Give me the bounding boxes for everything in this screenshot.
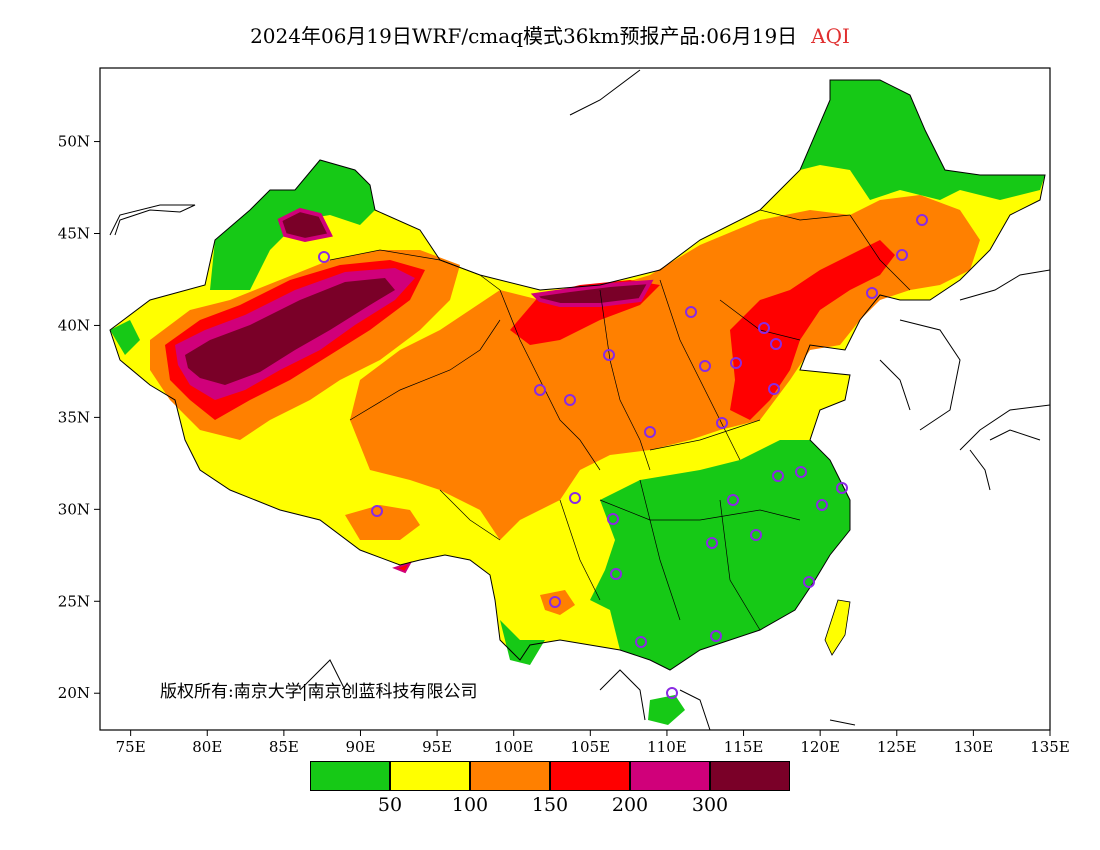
station-marker bbox=[803, 576, 815, 588]
station-marker bbox=[610, 568, 622, 580]
station-marker bbox=[549, 596, 561, 608]
region-orange-tibet-south bbox=[345, 505, 420, 540]
x-tick-label: 75E bbox=[116, 738, 146, 756]
y-tick-label: 35N bbox=[58, 408, 90, 426]
country-outline bbox=[109, 79, 1046, 671]
x-tick-label: 125E bbox=[877, 738, 917, 756]
station-marker bbox=[635, 636, 647, 648]
x-tick-label: 120E bbox=[800, 738, 840, 756]
copyright-text: 版权所有:南京大学|南京创蓝科技有限公司 bbox=[160, 682, 477, 702]
region-green-westtip bbox=[110, 320, 140, 355]
station-marker bbox=[816, 499, 828, 511]
y-tick-label: 30N bbox=[58, 500, 90, 518]
station-marker bbox=[534, 384, 546, 396]
y-tick-label: 45N bbox=[58, 225, 90, 243]
station-marker bbox=[770, 338, 782, 350]
x-tick-label: 90E bbox=[345, 738, 375, 756]
station-marker bbox=[896, 249, 908, 261]
station-markers bbox=[318, 214, 928, 699]
station-marker bbox=[318, 251, 330, 263]
legend-swatch bbox=[630, 761, 710, 791]
map-frame bbox=[99, 67, 1051, 731]
legend-swatch bbox=[710, 761, 790, 791]
province-borders bbox=[329, 209, 911, 631]
title-main: 2024年06月19日WRF/cmaq模式36km预报产品:06月19日 bbox=[250, 24, 798, 48]
station-marker bbox=[758, 322, 770, 334]
station-marker bbox=[607, 513, 619, 525]
station-marker bbox=[772, 470, 784, 482]
station-marker bbox=[706, 537, 718, 549]
legend-swatch bbox=[310, 761, 390, 791]
station-marker bbox=[795, 466, 807, 478]
station-marker bbox=[716, 417, 728, 429]
x-tick-label: 135E bbox=[1030, 738, 1070, 756]
y-tick-label: 50N bbox=[58, 133, 90, 151]
coastlines bbox=[109, 69, 1050, 730]
station-marker bbox=[727, 494, 739, 506]
station-marker bbox=[916, 214, 928, 226]
region-maroon-xinjiang bbox=[185, 278, 395, 385]
x-tick-label: 100E bbox=[494, 738, 534, 756]
region-green-south bbox=[590, 440, 850, 670]
region-red-northchina bbox=[730, 240, 895, 420]
legend-swatch bbox=[470, 761, 550, 791]
station-marker bbox=[866, 287, 878, 299]
legend-label: 100 bbox=[451, 794, 489, 816]
station-marker bbox=[768, 383, 780, 395]
legend-label: 50 bbox=[377, 794, 403, 816]
x-tick-label: 85E bbox=[269, 738, 299, 756]
station-marker bbox=[666, 687, 678, 699]
title-variable: AQI bbox=[811, 24, 850, 48]
legend-swatch bbox=[550, 761, 630, 791]
x-tick-label: 80E bbox=[192, 738, 222, 756]
map-title: 2024年06月19日WRF/cmaq模式36km预报产品:06月19日 AQI bbox=[0, 20, 1100, 49]
station-marker bbox=[564, 394, 576, 406]
station-marker bbox=[371, 505, 383, 517]
station-marker bbox=[603, 349, 615, 361]
y-tick-label: 25N bbox=[58, 592, 90, 610]
station-marker bbox=[699, 360, 711, 372]
station-marker bbox=[710, 630, 722, 642]
island-taiwan bbox=[824, 599, 851, 656]
region-green-northeast bbox=[800, 80, 1045, 200]
station-marker bbox=[750, 529, 762, 541]
legend-swatch bbox=[390, 761, 470, 791]
x-axis: 75E 80E 85E 90E 95E 100E 105E 110E 115E 120E 125E 1… bbox=[116, 730, 1070, 756]
station-marker bbox=[730, 357, 742, 369]
station-marker bbox=[685, 306, 697, 318]
station-marker bbox=[569, 492, 581, 504]
y-tick-label: 20N bbox=[58, 684, 90, 702]
legend-label: 200 bbox=[611, 794, 649, 816]
x-tick-label: 110E bbox=[647, 738, 687, 756]
region-orange-yunnan bbox=[540, 590, 575, 615]
region-red-tibet-small bbox=[392, 561, 413, 574]
y-axis: 20N 25N 30N 35N 40N 45N 50N bbox=[58, 133, 100, 702]
legend-label: 300 bbox=[691, 794, 729, 816]
region-maroon-innermongolia bbox=[530, 279, 654, 307]
x-tick-label: 105E bbox=[571, 738, 611, 756]
x-tick-label: 130E bbox=[954, 738, 994, 756]
station-marker bbox=[836, 482, 848, 494]
region-green-southwest-edge bbox=[500, 620, 545, 665]
island-hainan bbox=[648, 695, 685, 725]
x-tick-label: 95E bbox=[422, 738, 452, 756]
legend-label: 150 bbox=[531, 794, 569, 816]
region-maroon-north-xj bbox=[277, 207, 333, 243]
y-tick-label: 40N bbox=[58, 316, 90, 334]
x-tick-label: 115E bbox=[724, 738, 764, 756]
station-marker bbox=[644, 426, 656, 438]
